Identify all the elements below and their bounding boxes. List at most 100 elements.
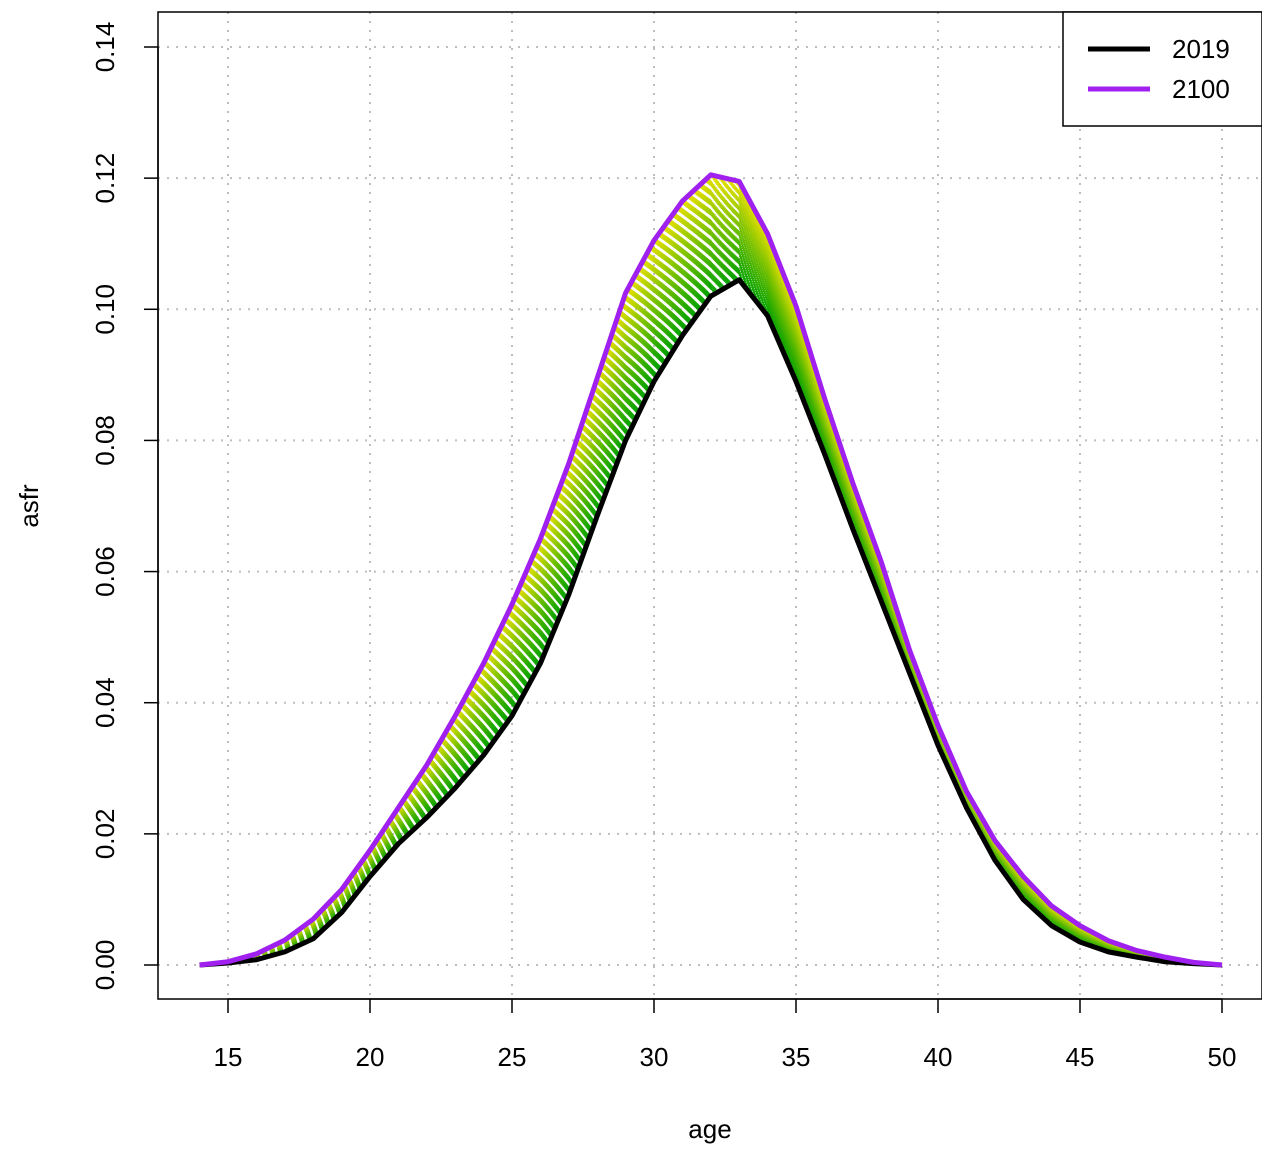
intermediate-curve bbox=[199, 255, 1223, 966]
intermediate-curve bbox=[199, 267, 1223, 966]
intermediate-curve bbox=[199, 212, 1223, 966]
intermediate-curve bbox=[199, 203, 1223, 966]
intermediate-curve bbox=[199, 258, 1223, 966]
intermediate-curve bbox=[199, 269, 1223, 966]
intermediate-curve bbox=[199, 273, 1223, 966]
y-tick-label: 0.14 bbox=[90, 22, 120, 73]
legend-label-2100: 2100 bbox=[1172, 74, 1230, 104]
y-tick-label: 0.12 bbox=[90, 153, 120, 204]
intermediate-curve bbox=[199, 186, 1223, 966]
intermediate-curve bbox=[199, 254, 1223, 966]
intermediate-curve bbox=[199, 250, 1223, 966]
y-tick-label: 0.04 bbox=[90, 677, 120, 728]
intermediate-curve bbox=[199, 213, 1223, 966]
intermediate-curve bbox=[199, 221, 1223, 966]
x-tick-label: 25 bbox=[498, 1042, 527, 1072]
intermediate-curve bbox=[199, 248, 1223, 966]
plot-frame bbox=[157, 11, 1262, 1000]
intermediate-curve bbox=[199, 180, 1223, 966]
y-axis: 0.00 0.02 0.04 0.06 0.08 0.10 0.12 0.14 bbox=[90, 22, 159, 991]
intermediate-curve bbox=[199, 241, 1223, 966]
intermediate-curve bbox=[199, 276, 1223, 966]
intermediate-curve bbox=[199, 218, 1223, 966]
intermediate-curve bbox=[199, 182, 1223, 966]
x-tick-label: 15 bbox=[214, 1042, 243, 1072]
intermediate-curve bbox=[199, 222, 1223, 966]
intermediate-curve bbox=[199, 229, 1223, 966]
x-tick-label: 35 bbox=[782, 1042, 811, 1072]
intermediate-curve bbox=[199, 200, 1223, 966]
intermediate-curve bbox=[199, 270, 1223, 966]
intermediate-curve bbox=[199, 204, 1223, 966]
intermediate-curve bbox=[199, 243, 1223, 966]
x-tick-label: 40 bbox=[924, 1042, 953, 1072]
intermediate-curve bbox=[199, 184, 1223, 966]
intermediate-curve bbox=[199, 257, 1223, 966]
intermediate-curves bbox=[199, 175, 1223, 966]
y-axis-title: asfr bbox=[14, 484, 44, 528]
intermediate-curve bbox=[199, 198, 1223, 966]
y-tick-label: 0.08 bbox=[90, 415, 120, 466]
intermediate-curve bbox=[199, 189, 1223, 966]
intermediate-curve bbox=[199, 260, 1223, 966]
main-series bbox=[199, 172, 1223, 968]
x-tick-label: 30 bbox=[640, 1042, 669, 1072]
series-line-2019 bbox=[199, 277, 1223, 968]
intermediate-curve bbox=[199, 263, 1223, 966]
series-line-2100 bbox=[199, 172, 1223, 968]
intermediate-curve bbox=[199, 211, 1223, 966]
x-tick-label: 45 bbox=[1066, 1042, 1095, 1072]
intermediate-curve bbox=[199, 234, 1223, 966]
intermediate-curve bbox=[199, 262, 1223, 966]
y-tick-label: 0.06 bbox=[90, 546, 120, 597]
intermediate-curve bbox=[199, 190, 1223, 966]
intermediate-curve bbox=[199, 246, 1223, 966]
intermediate-curve bbox=[199, 228, 1223, 966]
intermediate-curve bbox=[199, 235, 1223, 966]
intermediate-curve bbox=[199, 232, 1223, 966]
x-axis: 15 20 25 30 35 40 45 50 bbox=[214, 998, 1237, 1072]
intermediate-curve bbox=[199, 223, 1223, 966]
intermediate-curve bbox=[199, 216, 1223, 966]
intermediate-curve bbox=[199, 238, 1223, 966]
intermediate-curve bbox=[199, 208, 1223, 966]
intermediate-curve bbox=[199, 227, 1223, 966]
intermediate-curve bbox=[199, 226, 1223, 966]
intermediate-curve bbox=[199, 220, 1223, 966]
intermediate-curve bbox=[199, 245, 1223, 966]
intermediate-curve bbox=[199, 187, 1223, 966]
legend-box bbox=[1062, 11, 1262, 127]
intermediate-curve bbox=[199, 236, 1223, 966]
intermediate-curve bbox=[199, 194, 1223, 966]
legend: 2019 2100 bbox=[1062, 11, 1262, 127]
legend-label-2019: 2019 bbox=[1172, 34, 1230, 64]
y-tick-label: 0.00 bbox=[90, 940, 120, 991]
intermediate-curve bbox=[199, 233, 1223, 966]
intermediate-curve bbox=[199, 183, 1223, 966]
intermediate-curve bbox=[199, 266, 1223, 966]
intermediate-curve bbox=[199, 259, 1223, 966]
intermediate-curve bbox=[199, 275, 1223, 966]
intermediate-curve bbox=[199, 239, 1223, 966]
intermediate-curve bbox=[199, 251, 1223, 966]
intermediate-curve bbox=[199, 215, 1223, 966]
intermediate-curve bbox=[199, 265, 1223, 966]
intermediate-curve bbox=[199, 201, 1223, 966]
intermediate-curve bbox=[199, 205, 1223, 966]
y-tick-label: 0.10 bbox=[90, 284, 120, 335]
x-tick-label: 50 bbox=[1208, 1042, 1237, 1072]
x-tick-label: 20 bbox=[356, 1042, 385, 1072]
intermediate-curve bbox=[199, 196, 1223, 966]
intermediate-curve bbox=[199, 214, 1223, 966]
intermediate-curve bbox=[199, 225, 1223, 966]
intermediate-curve bbox=[199, 209, 1223, 966]
intermediate-curve bbox=[199, 197, 1223, 966]
intermediate-curve bbox=[199, 219, 1223, 966]
intermediate-curve bbox=[199, 244, 1223, 966]
intermediate-curve bbox=[199, 240, 1223, 966]
intermediate-curve bbox=[199, 249, 1223, 966]
intermediate-curve bbox=[199, 230, 1223, 966]
x-axis-title: age bbox=[688, 1114, 731, 1144]
grid-lines bbox=[158, 12, 1262, 999]
